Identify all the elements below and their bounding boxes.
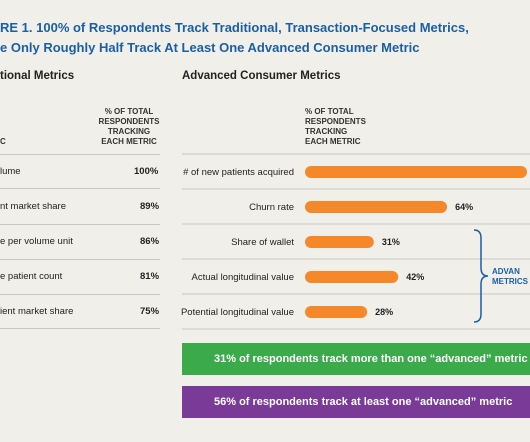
advanced-bracket-label: ADVAN METRICS xyxy=(492,267,528,287)
traditional-metrics-title: tional Metrics xyxy=(0,70,75,82)
bar xyxy=(305,201,448,213)
traditional-row-value: 75% xyxy=(140,306,160,317)
banner-text: 31% of respondents track more than one “… xyxy=(214,353,528,365)
category-label: Churn rate xyxy=(249,202,294,213)
traditional-row-label: e patient count xyxy=(0,271,63,282)
bar xyxy=(305,236,374,248)
traditional-row-label: e per volume unit xyxy=(0,236,73,247)
divider xyxy=(0,188,160,189)
banner-more-than-one: 31% of respondents track more than one “… xyxy=(182,343,530,375)
value-label: 28% xyxy=(375,307,393,317)
traditional-row-value: 81% xyxy=(140,271,160,282)
bar xyxy=(305,271,399,283)
divider xyxy=(0,294,160,295)
value-label: 64% xyxy=(455,202,473,212)
category-label: Actual longitudinal value xyxy=(192,272,294,283)
banner-text: 56% of respondents track at least one “a… xyxy=(214,396,513,408)
divider xyxy=(0,154,160,155)
bar xyxy=(305,166,527,178)
category-label: # of new patients acquired xyxy=(183,167,294,178)
advanced-bracket-label-line2: METRICS xyxy=(492,277,528,286)
traditional-row-label: lume xyxy=(0,166,21,177)
figure-title: RE 1. 100% of Respondents Track Traditio… xyxy=(0,18,530,58)
traditional-row-value: 100% xyxy=(134,166,159,177)
advanced-metrics-title: Advanced Consumer Metrics xyxy=(182,70,341,82)
traditional-row-label: nt market share xyxy=(0,201,66,212)
banner-at-least-one: 56% of respondents track at least one “a… xyxy=(182,386,530,418)
traditional-row-label: ient market share xyxy=(0,306,74,317)
advanced-bracket xyxy=(473,229,489,323)
figure-title-line1: RE 1. 100% of Respondents Track Traditio… xyxy=(0,20,469,35)
traditional-col-head-metric: C xyxy=(0,137,6,146)
divider xyxy=(0,224,160,225)
value-label: 31% xyxy=(382,237,400,247)
category-label: Share of wallet xyxy=(231,237,294,248)
traditional-col-head-percent: % OF TOTAL RESPONDENTS TRACKING EACH MET… xyxy=(98,107,160,146)
bar xyxy=(305,306,368,318)
divider xyxy=(0,259,160,260)
value-label: 42% xyxy=(406,272,424,282)
category-label: Potential longitudinal value xyxy=(181,307,294,318)
traditional-row-value: 89% xyxy=(140,201,160,212)
advanced-bracket-label-line1: ADVAN xyxy=(492,267,520,276)
advanced-col-head-percent: % OF TOTAL RESPONDENTS TRACKING EACH MET… xyxy=(305,107,366,146)
divider xyxy=(0,328,160,329)
figure-title-line2: e Only Roughly Half Track At Least One A… xyxy=(0,40,420,55)
traditional-row-value: 86% xyxy=(140,236,160,247)
